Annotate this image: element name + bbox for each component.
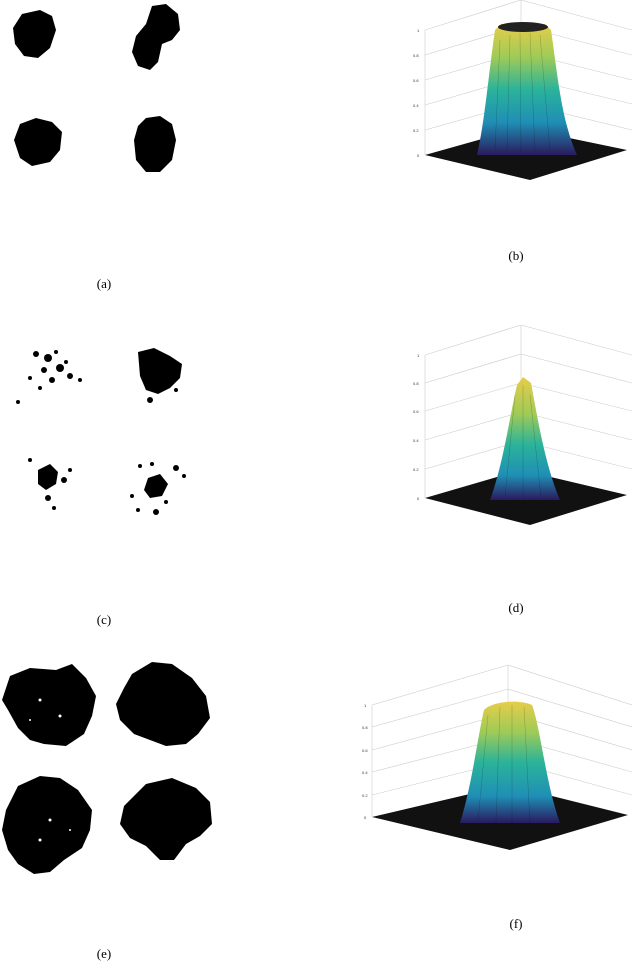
blob-a-top-right bbox=[132, 4, 180, 70]
caption-a: (a) bbox=[96, 276, 112, 291]
z-tick: 0.4 bbox=[362, 770, 368, 775]
blob-e-bottom-right bbox=[120, 778, 212, 860]
caption-e: (e) bbox=[96, 946, 112, 961]
z-tick: 0.6 bbox=[362, 748, 368, 753]
plot-b: 0 0.2 0.4 0.6 0.8 1 bbox=[395, 0, 632, 210]
surface-peak bbox=[477, 24, 577, 155]
z-tick: 0.6 bbox=[413, 78, 419, 83]
plot-f: 0 0.2 0.4 0.6 0.8 1 bbox=[360, 645, 632, 860]
blob-c-bottom-left bbox=[38, 464, 58, 490]
speck bbox=[68, 468, 72, 472]
speck bbox=[33, 351, 39, 357]
speck bbox=[54, 350, 58, 354]
speck bbox=[130, 494, 134, 498]
z-tick: 0.2 bbox=[413, 128, 419, 133]
speck bbox=[16, 400, 20, 404]
speck bbox=[164, 500, 168, 504]
speck bbox=[49, 377, 55, 383]
surface-top bbox=[498, 22, 548, 32]
speck bbox=[45, 495, 51, 501]
speck bbox=[61, 477, 67, 483]
z-tick: 0.6 bbox=[413, 409, 419, 414]
caption-b: (b) bbox=[508, 248, 524, 263]
speck bbox=[56, 364, 64, 372]
blob-e-bottom-left bbox=[2, 776, 92, 874]
speck bbox=[67, 373, 73, 379]
speck bbox=[52, 506, 56, 510]
plot-d: 0 0.2 0.4 0.6 0.8 1 bbox=[395, 325, 632, 535]
speck bbox=[173, 465, 179, 471]
panel-c-blobs bbox=[16, 348, 186, 515]
panel-a-blobs bbox=[13, 4, 180, 172]
speck bbox=[136, 508, 140, 512]
speck bbox=[38, 386, 42, 390]
surface-peak bbox=[460, 701, 560, 823]
z-tick: 0 bbox=[364, 815, 367, 820]
speck bbox=[41, 367, 47, 373]
z-tick: 0.2 bbox=[362, 793, 368, 798]
surface-peak bbox=[490, 377, 560, 500]
z-tick: 0.4 bbox=[413, 438, 419, 443]
z-tick: 0.2 bbox=[413, 467, 419, 472]
z-tick: 0.4 bbox=[413, 103, 419, 108]
caption-f: (f) bbox=[509, 916, 523, 931]
speck bbox=[174, 388, 178, 392]
z-tick: 1 bbox=[417, 353, 420, 358]
speck bbox=[78, 378, 82, 382]
z-tick: 0.8 bbox=[413, 381, 419, 386]
speck bbox=[138, 464, 142, 468]
speck bbox=[150, 462, 154, 466]
blob-e-top-right bbox=[116, 662, 210, 746]
blob-c-bottom-right bbox=[144, 474, 168, 498]
z-tick: 0 bbox=[417, 496, 420, 501]
speck bbox=[153, 509, 159, 515]
blob-a-bottom-left bbox=[14, 118, 62, 166]
speck bbox=[182, 474, 186, 478]
blob-e-top-left bbox=[2, 664, 96, 746]
speck bbox=[44, 354, 52, 362]
speck bbox=[28, 376, 32, 380]
z-tick: 0.8 bbox=[413, 53, 419, 58]
z-tick: 1 bbox=[417, 28, 420, 33]
z-tick: 0 bbox=[417, 153, 420, 158]
blob-c-top-right bbox=[138, 348, 182, 394]
panel-e-blobs bbox=[2, 662, 212, 874]
caption-d: (d) bbox=[508, 600, 524, 615]
speck bbox=[28, 458, 32, 462]
z-tick: 1 bbox=[364, 703, 367, 708]
caption-c: (c) bbox=[96, 612, 112, 627]
speck bbox=[64, 360, 68, 364]
speck bbox=[147, 397, 153, 403]
blob-a-bottom-right bbox=[134, 116, 176, 172]
blob-a-top-left bbox=[13, 10, 56, 58]
z-tick: 0.8 bbox=[362, 725, 368, 730]
